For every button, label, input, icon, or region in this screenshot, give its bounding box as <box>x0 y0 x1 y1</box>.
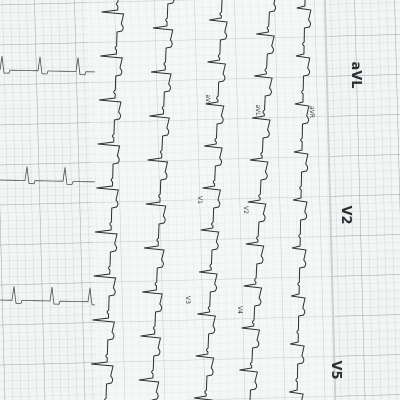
ecg-trace <box>0 286 95 306</box>
trace-label: V4 <box>236 306 243 314</box>
trace-label: aVR <box>308 106 315 118</box>
trace-label: aVF <box>204 94 211 106</box>
traces <box>0 0 312 400</box>
ecg-trace <box>0 55 95 76</box>
ecg-trace <box>91 0 125 400</box>
trace-label: V1 <box>196 196 203 204</box>
trace-label: V2 <box>242 206 249 214</box>
lead-label: V5 <box>328 360 343 379</box>
lead-label: aVL <box>348 61 363 88</box>
ecg-trace <box>289 0 312 400</box>
strip-edge <box>323 0 337 400</box>
labels: aVL V2 V5 aVF aVL aVR V1 V2 V3 V4 <box>184 61 363 379</box>
ecg-trace <box>0 166 95 185</box>
ecg-trace <box>239 0 277 400</box>
lead-label: V2 <box>338 205 353 224</box>
ecg-trace <box>138 0 175 400</box>
ecg-trace <box>194 0 228 400</box>
strip <box>86 0 336 400</box>
trace-label: aVL <box>254 104 261 116</box>
trace-label: V3 <box>184 296 191 304</box>
